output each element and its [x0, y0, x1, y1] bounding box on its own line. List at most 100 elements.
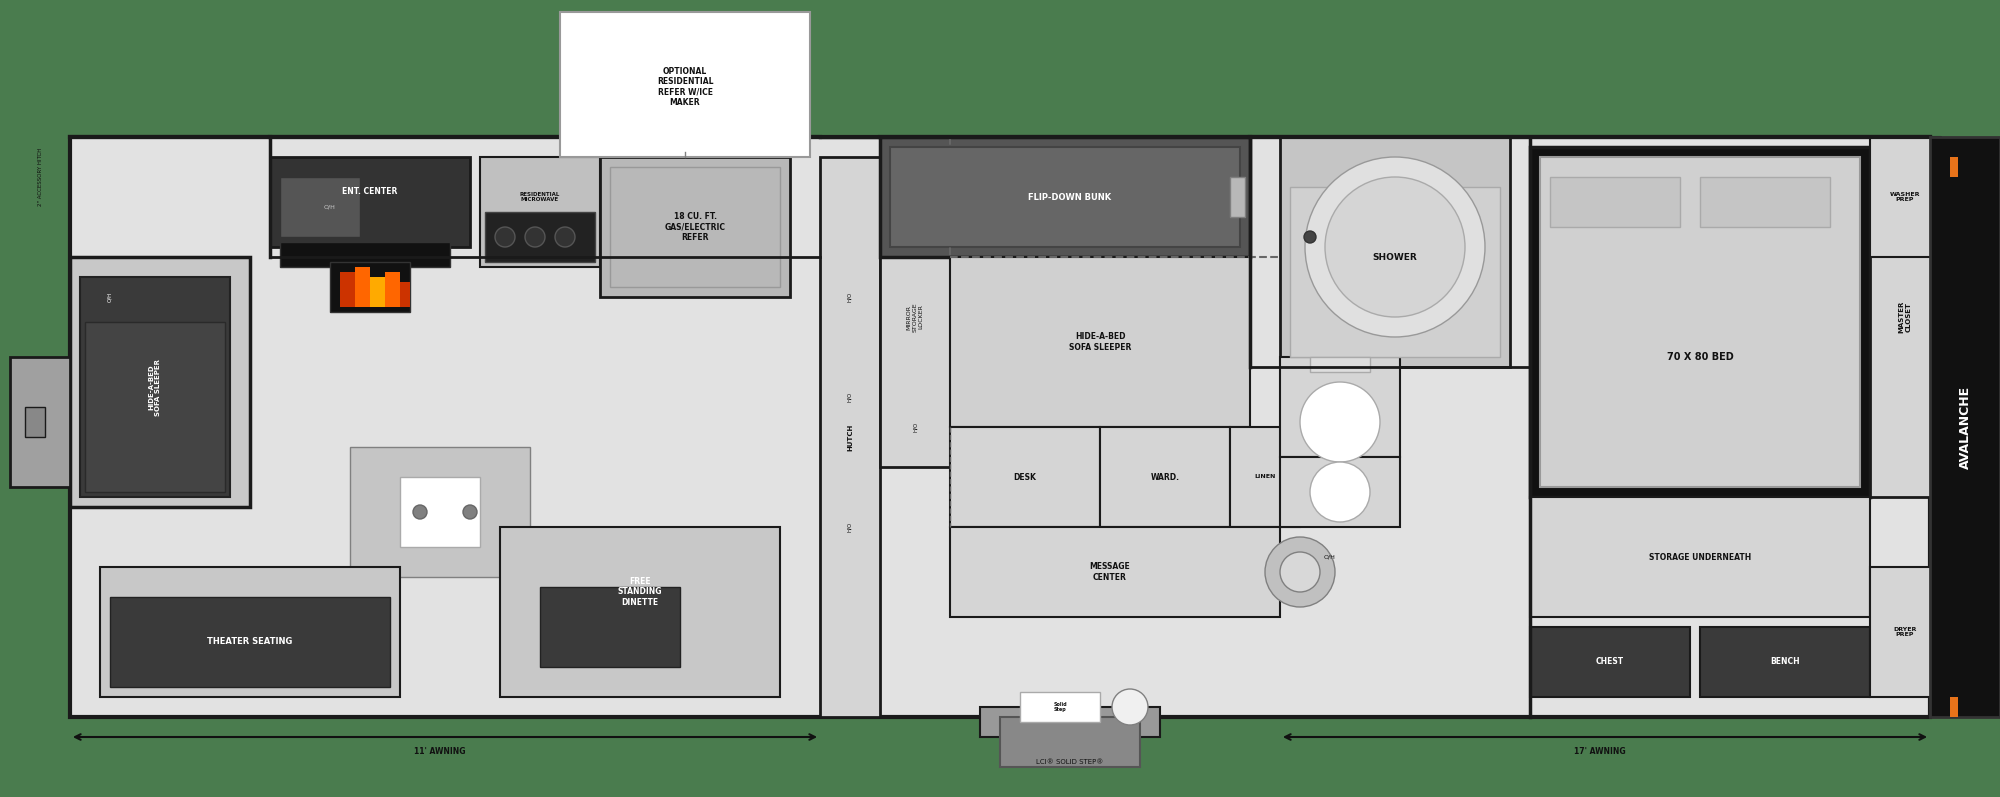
- Text: H/O: H/O: [848, 392, 852, 402]
- Bar: [1550, 177, 1680, 227]
- Bar: [1000, 717, 1140, 767]
- Bar: [1700, 627, 1870, 697]
- Bar: [270, 157, 470, 247]
- Text: WASHER
PREP: WASHER PREP: [1890, 191, 1920, 202]
- Text: HIDE-A-BED
SOFA SLEEPER: HIDE-A-BED SOFA SLEEPER: [1068, 332, 1132, 351]
- Bar: [70, 137, 1930, 717]
- Bar: [100, 567, 400, 697]
- Text: DRYER
PREP: DRYER PREP: [1894, 626, 1916, 638]
- Bar: [1230, 427, 1300, 527]
- Bar: [1530, 147, 1870, 497]
- Bar: [484, 212, 596, 262]
- Text: O/H: O/H: [324, 205, 336, 210]
- Text: H/O: H/O: [848, 292, 852, 302]
- Bar: [384, 272, 400, 307]
- Text: HUTCH: HUTCH: [848, 423, 852, 450]
- Text: FLIP-DOWN BUNK: FLIP-DOWN BUNK: [1028, 193, 1112, 202]
- Text: H/O: H/O: [848, 522, 852, 532]
- Bar: [350, 447, 530, 577]
- Bar: [1930, 137, 2000, 717]
- Circle shape: [1112, 689, 1148, 725]
- Text: OPTIONAL
RESIDENTIAL
REFER W/ICE
MAKER: OPTIONAL RESIDENTIAL REFER W/ICE MAKER: [656, 67, 714, 107]
- Bar: [330, 262, 410, 312]
- Text: O/H: O/H: [108, 292, 112, 302]
- Text: STORAGE UNDERNEATH: STORAGE UNDERNEATH: [1648, 552, 1752, 562]
- Text: MESSAGE
CENTER: MESSAGE CENTER: [1090, 563, 1130, 582]
- Circle shape: [524, 227, 544, 247]
- Bar: [80, 277, 230, 497]
- Bar: [1950, 157, 1958, 177]
- Text: SHOWER: SHOWER: [1372, 253, 1418, 261]
- Bar: [10, 357, 70, 487]
- Bar: [1290, 187, 1500, 357]
- Bar: [980, 707, 1160, 737]
- Bar: [500, 527, 780, 697]
- Bar: [1280, 137, 1510, 367]
- Text: LCI® SOLID STEP®: LCI® SOLID STEP®: [1036, 759, 1104, 765]
- Text: FREE
STANDING
DINETTE: FREE STANDING DINETTE: [618, 577, 662, 607]
- Text: AVALANCHE: AVALANCHE: [1958, 386, 1972, 469]
- Bar: [280, 242, 450, 267]
- Text: BENCH: BENCH: [1770, 658, 1800, 666]
- Circle shape: [1310, 462, 1370, 522]
- Bar: [400, 477, 480, 547]
- Circle shape: [414, 505, 428, 519]
- Circle shape: [1280, 552, 1320, 592]
- Text: MIRROR
STORAGE
LOCKER: MIRROR STORAGE LOCKER: [906, 302, 924, 332]
- Bar: [280, 177, 360, 237]
- Bar: [1280, 457, 1400, 527]
- Bar: [1870, 567, 1940, 697]
- Bar: [880, 137, 1250, 257]
- Text: 18 CU. FT.
GAS/ELECTRIC
REFER: 18 CU. FT. GAS/ELECTRIC REFER: [664, 212, 726, 242]
- Bar: [24, 407, 44, 437]
- Bar: [540, 587, 680, 667]
- Bar: [610, 167, 780, 287]
- Bar: [600, 157, 790, 297]
- Bar: [1310, 357, 1370, 372]
- Circle shape: [1304, 231, 1316, 243]
- Circle shape: [464, 505, 478, 519]
- Bar: [356, 267, 370, 307]
- Bar: [1540, 157, 1860, 487]
- Bar: [1530, 497, 1870, 617]
- Text: Solid
Step: Solid Step: [1054, 701, 1066, 713]
- Bar: [1230, 177, 1244, 217]
- Bar: [950, 427, 1100, 527]
- Circle shape: [1324, 177, 1464, 317]
- Bar: [1530, 627, 1690, 697]
- Circle shape: [496, 227, 516, 247]
- Text: O/H: O/H: [1324, 555, 1336, 559]
- Text: MASTER
CLOSET: MASTER CLOSET: [1898, 300, 1912, 333]
- Text: DESK: DESK: [1014, 473, 1036, 481]
- Text: ENT. CENTER: ENT. CENTER: [342, 187, 398, 197]
- Bar: [480, 157, 600, 267]
- Bar: [340, 272, 356, 307]
- Text: WARD.: WARD.: [1150, 473, 1180, 481]
- Circle shape: [1300, 382, 1380, 462]
- Bar: [400, 282, 410, 307]
- Bar: [890, 147, 1240, 247]
- Circle shape: [1266, 537, 1336, 607]
- Bar: [70, 257, 250, 507]
- Bar: [560, 12, 810, 157]
- Text: 11' AWNING: 11' AWNING: [414, 748, 466, 756]
- Bar: [950, 257, 1250, 427]
- Text: 17' AWNING: 17' AWNING: [1574, 748, 1626, 756]
- Bar: [1870, 137, 1940, 257]
- Bar: [84, 322, 224, 492]
- Text: HIDE-A-BED
SOFA SLEEPER: HIDE-A-BED SOFA SLEEPER: [148, 359, 162, 415]
- Bar: [950, 527, 1280, 617]
- Text: 70 X 80 BED: 70 X 80 BED: [1666, 352, 1734, 362]
- Bar: [1100, 427, 1230, 527]
- Text: RESIDENTIAL
MICROWAVE: RESIDENTIAL MICROWAVE: [520, 191, 560, 202]
- Circle shape: [1304, 157, 1484, 337]
- Bar: [370, 277, 384, 307]
- Circle shape: [556, 227, 576, 247]
- Text: CHEST: CHEST: [1596, 658, 1624, 666]
- Bar: [880, 157, 950, 467]
- Bar: [1280, 357, 1400, 457]
- Text: H/O: H/O: [912, 422, 918, 432]
- Bar: [110, 597, 390, 687]
- Bar: [1020, 692, 1100, 722]
- Text: LINEN: LINEN: [1254, 474, 1276, 480]
